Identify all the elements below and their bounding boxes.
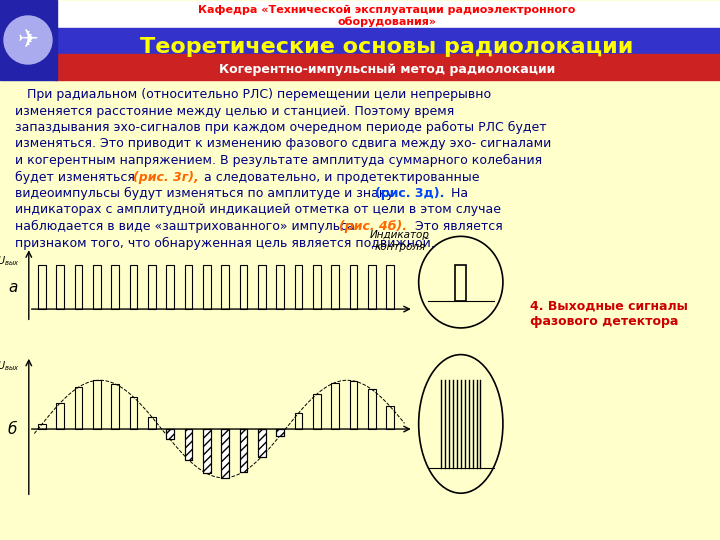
Bar: [386, 265, 394, 309]
Text: запаздывания эхо-сигналов при каждом очередном периоде работы РЛС будет: запаздывания эхо-сигналов при каждом оче…: [15, 121, 546, 134]
Bar: [75, 265, 82, 309]
Text: $U_{вых}$: $U_{вых}$: [0, 254, 19, 267]
Bar: [166, 429, 174, 440]
Text: Кафедра «Технической эксплуатации радиоэлектронного: Кафедра «Технической эксплуатации радиоэ…: [198, 5, 576, 15]
Text: (рис. 3д).: (рис. 3д).: [375, 187, 444, 200]
Bar: [240, 429, 247, 472]
Text: На: На: [447, 187, 468, 200]
Bar: [349, 265, 357, 309]
Bar: [166, 265, 174, 309]
Bar: [221, 429, 229, 478]
Text: будет изменяться: будет изменяться: [15, 171, 139, 184]
Bar: [38, 265, 45, 309]
Bar: [56, 403, 64, 429]
Bar: [184, 429, 192, 460]
Bar: [148, 417, 156, 429]
Text: Теоретические основы радиолокации: Теоретические основы радиолокации: [140, 37, 634, 57]
Text: и когерентным напряжением. В результате амплитуда суммарного колебания: и когерентным напряжением. В результате …: [15, 154, 542, 167]
Bar: [148, 265, 156, 309]
Bar: [130, 397, 138, 429]
Text: а: а: [8, 280, 17, 295]
Text: (рис. 3г),: (рис. 3г),: [133, 171, 199, 184]
Text: При радиальном (относительно РЛС) перемещении цели непрерывно: При радиальном (относительно РЛС) переме…: [15, 88, 491, 101]
Bar: [455, 266, 467, 301]
Bar: [203, 265, 211, 309]
Text: оборудования»: оборудования»: [338, 17, 436, 27]
Bar: [56, 265, 64, 309]
Bar: [130, 265, 138, 309]
Bar: [221, 265, 229, 309]
Text: видеоимпульсы будут изменяться по амплитуде и знаку: видеоимпульсы будут изменяться по амплит…: [15, 187, 398, 200]
Bar: [55, 1, 720, 27]
Bar: [240, 429, 247, 472]
Bar: [112, 265, 119, 309]
Bar: [184, 429, 192, 460]
Bar: [276, 265, 284, 309]
Bar: [0, 0, 57, 80]
Bar: [93, 380, 101, 429]
Bar: [258, 429, 266, 457]
Bar: [55, 54, 720, 80]
Text: наблюдается в виде «заштрихованного» импульса: наблюдается в виде «заштрихованного» имп…: [15, 220, 359, 233]
Bar: [240, 265, 247, 309]
Bar: [75, 387, 82, 429]
Bar: [184, 265, 192, 309]
Bar: [331, 265, 339, 309]
Bar: [368, 265, 376, 309]
Text: индикаторах с амплитудной индикацией отметка от цели в этом случае: индикаторах с амплитудной индикацией отм…: [15, 204, 501, 217]
Bar: [386, 406, 394, 429]
Bar: [258, 265, 266, 309]
Bar: [221, 429, 229, 478]
Text: Когерентно-импульсный метод радиолокации: Когерентно-импульсный метод радиолокации: [219, 64, 555, 77]
Text: Индикатор
контроля: Индикатор контроля: [370, 230, 430, 252]
Bar: [93, 265, 101, 309]
Circle shape: [4, 16, 52, 64]
Bar: [313, 265, 320, 309]
Bar: [276, 429, 284, 436]
Bar: [112, 384, 119, 429]
Bar: [294, 413, 302, 429]
Bar: [276, 429, 284, 436]
Text: а следовательно, и продетектированные: а следовательно, и продетектированные: [200, 171, 480, 184]
Bar: [313, 394, 320, 429]
Bar: [294, 265, 302, 309]
Bar: [38, 424, 45, 429]
Text: $U_{вых}$: $U_{вых}$: [0, 359, 19, 373]
Text: признаком того, что обнаруженная цель является подвижной.: признаком того, что обнаруженная цель яв…: [15, 237, 435, 249]
Bar: [368, 389, 376, 429]
Text: изменяется расстояние между целью и станцией. Поэтому время: изменяется расстояние между целью и стан…: [15, 105, 454, 118]
Text: (рис. 4б).: (рис. 4б).: [339, 220, 407, 233]
Text: ✈: ✈: [17, 28, 38, 52]
Text: Это является: Это является: [411, 220, 503, 233]
Bar: [203, 429, 211, 474]
Text: изменяться. Это приводит к изменению фазового сдвига между эхо- сигналами: изменяться. Это приводит к изменению фаз…: [15, 138, 552, 151]
Text: 4. Выходные сигналы
фазового детектора: 4. Выходные сигналы фазового детектора: [530, 300, 688, 328]
Bar: [55, 28, 720, 54]
Text: б: б: [8, 422, 17, 437]
Bar: [166, 429, 174, 440]
Bar: [203, 429, 211, 474]
Bar: [331, 382, 339, 429]
Bar: [349, 381, 357, 429]
Bar: [258, 429, 266, 457]
